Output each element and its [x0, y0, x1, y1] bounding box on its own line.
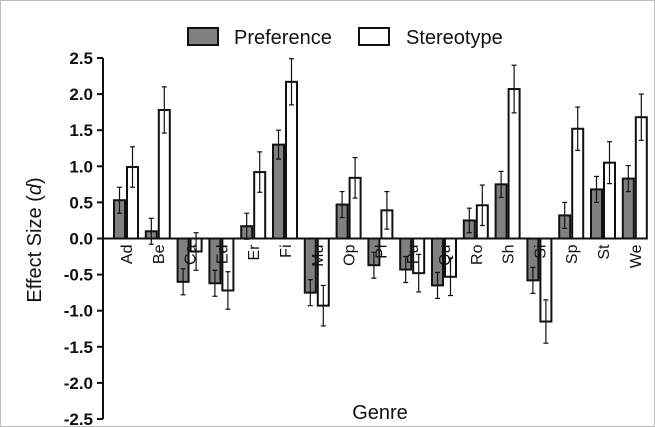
x-category-label: Be	[151, 244, 168, 264]
y-axis-title-prefix: Effect Size (	[24, 195, 46, 303]
y-tick-label: 1.5	[69, 121, 93, 140]
x-category-label: Pl	[373, 245, 390, 259]
x-axis-labels: Ad Be Ca Ed Er Fi Mu Op Pl Pu Qu Ro Sh Si Sp St We	[119, 244, 645, 268]
x-category-label: Si	[532, 245, 549, 259]
x-category-label: Qu	[437, 245, 454, 266]
x-category-label: Sp	[564, 244, 581, 264]
y-tick-label: 2.5	[69, 49, 93, 68]
x-category-label: Ro	[469, 244, 486, 265]
legend-swatch-stereotype	[358, 27, 390, 46]
y-tick-label: -1.5	[64, 338, 93, 357]
x-category-label: Fi	[278, 245, 295, 258]
y-tick-label: 0.5	[69, 193, 93, 212]
y-axis-title: Effect Size (d)	[24, 177, 46, 302]
x-category-label: We	[628, 244, 645, 268]
x-category-label: Ad	[119, 245, 136, 265]
bars	[113, 58, 648, 344]
y-tick-label: -0.5	[64, 266, 93, 285]
y-tick-label: 0.0	[69, 230, 93, 249]
y-axis-title-suffix: )	[24, 177, 46, 184]
y-tick-label: -2.5	[64, 410, 93, 426]
y-tick-label: -1.0	[64, 302, 93, 321]
legend-label-stereotype: Stereotype	[406, 27, 503, 49]
legend: Preference Stereotype	[187, 27, 503, 49]
x-category-label: Er	[246, 244, 263, 261]
y-tick-label: 2.0	[69, 85, 93, 104]
x-category-label: Op	[342, 244, 359, 265]
x-category-label: Ca	[183, 244, 200, 265]
x-category-label: Ed	[214, 245, 231, 265]
legend-label-preference: Preference	[234, 27, 332, 49]
x-category-label: St	[596, 244, 613, 260]
y-tick-label: -2.0	[64, 374, 93, 393]
legend-swatch-preference	[187, 27, 219, 46]
x-category-label: Mu	[310, 245, 327, 267]
x-axis-title: Genre	[352, 402, 408, 424]
y-tick-label: 1.0	[69, 157, 93, 176]
x-category-label: Sh	[501, 245, 518, 265]
x-category-label: Pu	[405, 245, 422, 265]
y-axis-title-variable: d	[24, 183, 46, 195]
